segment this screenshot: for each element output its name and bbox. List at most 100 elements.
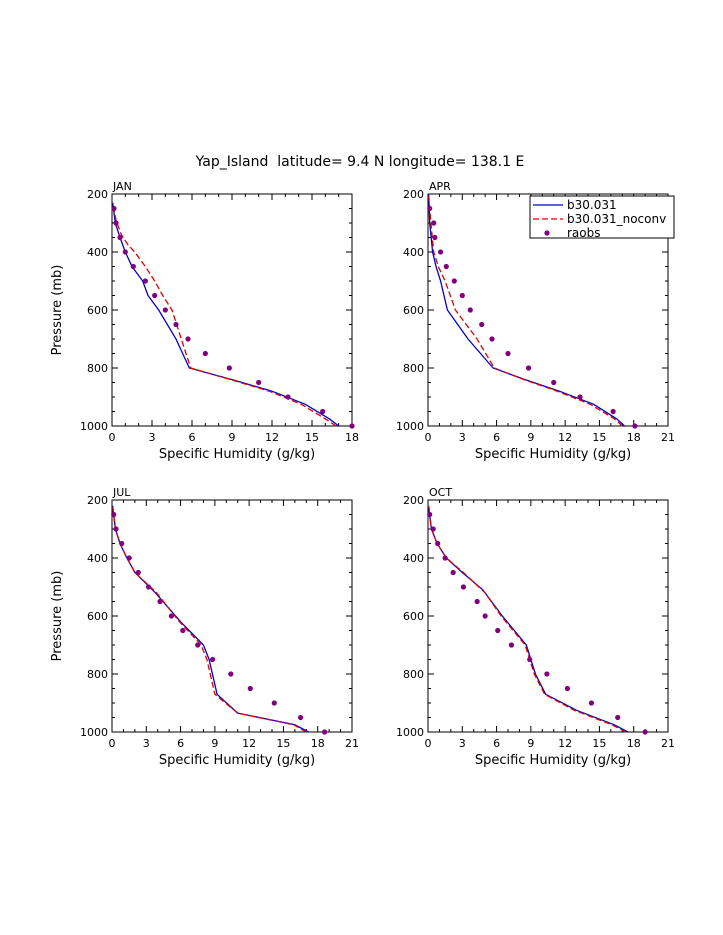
raobs-point bbox=[577, 394, 583, 400]
raobs-point bbox=[544, 671, 550, 677]
panel-oct: 0 3 6 9 12 15 18 21 200 400 600 800 1000 OCT Specific … bbox=[396, 486, 675, 768]
plot-frame bbox=[111, 499, 353, 733]
panel-jan: 0 3 6 9 12 15 18 200 400 600 800 1000 JAN Specific Hu… bbox=[50, 180, 359, 462]
raobs-point bbox=[349, 423, 355, 429]
x-tick-label: 18 bbox=[627, 737, 641, 750]
raobs-point bbox=[459, 292, 465, 299]
plot-frame bbox=[427, 499, 669, 733]
x-tick-label: 12 bbox=[242, 737, 256, 750]
raobs-point bbox=[297, 714, 304, 721]
x-tick-label: 15 bbox=[592, 431, 606, 444]
x-tick-label: 3 bbox=[459, 431, 466, 444]
raobs-point bbox=[119, 540, 125, 547]
y-tick-label: 400 bbox=[87, 246, 108, 259]
y-tick-label: 200 bbox=[87, 494, 108, 507]
raobs-point bbox=[111, 511, 117, 518]
x-tick-label: 15 bbox=[276, 737, 290, 750]
raobs-point bbox=[130, 263, 136, 270]
panel-apr: 0 3 6 9 12 15 18 21 200 400 600 800 1000 APR Specific … bbox=[396, 180, 675, 462]
raobs-point bbox=[157, 598, 163, 605]
x-tick-label: 6 bbox=[493, 431, 500, 444]
raobs-point bbox=[135, 569, 141, 576]
raobs-point bbox=[442, 555, 448, 561]
series-line-b30-031-noconv bbox=[112, 202, 337, 427]
raobs-point bbox=[551, 379, 557, 386]
y-tick-label: 200 bbox=[403, 494, 424, 507]
x-tick-label: 3 bbox=[143, 737, 150, 750]
panel-label: APR bbox=[429, 180, 451, 193]
raobs-point bbox=[320, 408, 326, 415]
x-axis-label: Specific Humidity (g/kg) bbox=[475, 753, 631, 768]
y-tick-label: 1000 bbox=[80, 726, 108, 739]
x-tick-label: 12 bbox=[558, 737, 572, 750]
raobs-point bbox=[495, 627, 501, 634]
plot-frame bbox=[111, 193, 353, 427]
y-tick-label: 400 bbox=[403, 246, 424, 259]
x-tick-label: 3 bbox=[149, 431, 156, 444]
y-tick-label: 1000 bbox=[396, 420, 424, 433]
x-axis-label: Specific Humidity (g/kg) bbox=[475, 447, 631, 462]
x-tick-label: 21 bbox=[661, 431, 675, 444]
y-tick-label: 1000 bbox=[396, 726, 424, 739]
raobs-point bbox=[508, 642, 515, 648]
series-line-b30-031-noconv bbox=[427, 505, 627, 733]
x-tick-label: 0 bbox=[109, 737, 116, 750]
raobs-point bbox=[113, 526, 119, 532]
y-tick-label: 600 bbox=[403, 304, 424, 317]
x-tick-label: 9 bbox=[211, 737, 218, 750]
raobs-point bbox=[271, 700, 277, 706]
raobs-point bbox=[321, 729, 328, 735]
raobs-point bbox=[527, 656, 533, 663]
y-tick-label: 600 bbox=[403, 610, 424, 623]
x-tick-label: 0 bbox=[425, 431, 432, 444]
y-axis-label: Pressure (mb) bbox=[50, 571, 65, 662]
raobs-point bbox=[228, 671, 234, 677]
y-tick-label: 600 bbox=[87, 304, 108, 317]
raobs-point bbox=[162, 307, 168, 313]
raobs-point bbox=[505, 350, 511, 357]
raobs-point bbox=[474, 598, 480, 605]
y-tick-label: 800 bbox=[403, 362, 424, 375]
raobs-point bbox=[180, 627, 186, 634]
raobs-point bbox=[467, 307, 473, 313]
raobs-point bbox=[437, 249, 444, 255]
y-tick-label: 1000 bbox=[80, 420, 108, 433]
raobs-point bbox=[226, 365, 232, 371]
raobs-point bbox=[479, 321, 485, 328]
raobs-point bbox=[145, 584, 152, 590]
x-tick-label: 18 bbox=[345, 431, 359, 444]
legend-label: b30.031_noconv bbox=[567, 212, 666, 226]
legend-label: b30.031 bbox=[567, 198, 617, 212]
x-tick-label: 6 bbox=[177, 737, 184, 750]
raobs-point bbox=[431, 220, 437, 226]
y-tick-label: 400 bbox=[403, 552, 424, 565]
raobs-point bbox=[588, 700, 595, 706]
raobs-point bbox=[195, 642, 201, 648]
y-tick-label: 800 bbox=[403, 668, 424, 681]
raobs-point bbox=[173, 321, 179, 328]
panel-jul: 0 3 6 9 12 15 18 21 200 400 600 800 1000 JUL Specific … bbox=[50, 486, 359, 768]
panel-label: JUL bbox=[112, 486, 131, 499]
raobs-point bbox=[427, 205, 433, 212]
raobs-point bbox=[122, 249, 128, 255]
x-tick-label: 6 bbox=[189, 431, 196, 444]
y-tick-label: 600 bbox=[87, 610, 108, 623]
raobs-point bbox=[610, 408, 616, 415]
raobs-point bbox=[642, 729, 648, 735]
raobs-point bbox=[126, 555, 132, 561]
series-line-b30-031-noconv bbox=[427, 193, 623, 427]
raobs-point bbox=[525, 365, 532, 371]
figure-title: Yap_Island latitude= 9.4 N longitude= 13… bbox=[195, 154, 525, 170]
raobs-point bbox=[443, 263, 449, 270]
series-line-b30-031 bbox=[427, 193, 626, 427]
x-tick-label: 15 bbox=[305, 431, 319, 444]
raobs-point bbox=[111, 205, 117, 212]
y-axis-label: Pressure (mb) bbox=[50, 265, 65, 356]
raobs-point bbox=[168, 613, 175, 619]
x-tick-label: 9 bbox=[527, 431, 534, 444]
raobs-point bbox=[113, 220, 119, 226]
raobs-point bbox=[432, 234, 438, 241]
x-tick-label: 12 bbox=[265, 431, 279, 444]
